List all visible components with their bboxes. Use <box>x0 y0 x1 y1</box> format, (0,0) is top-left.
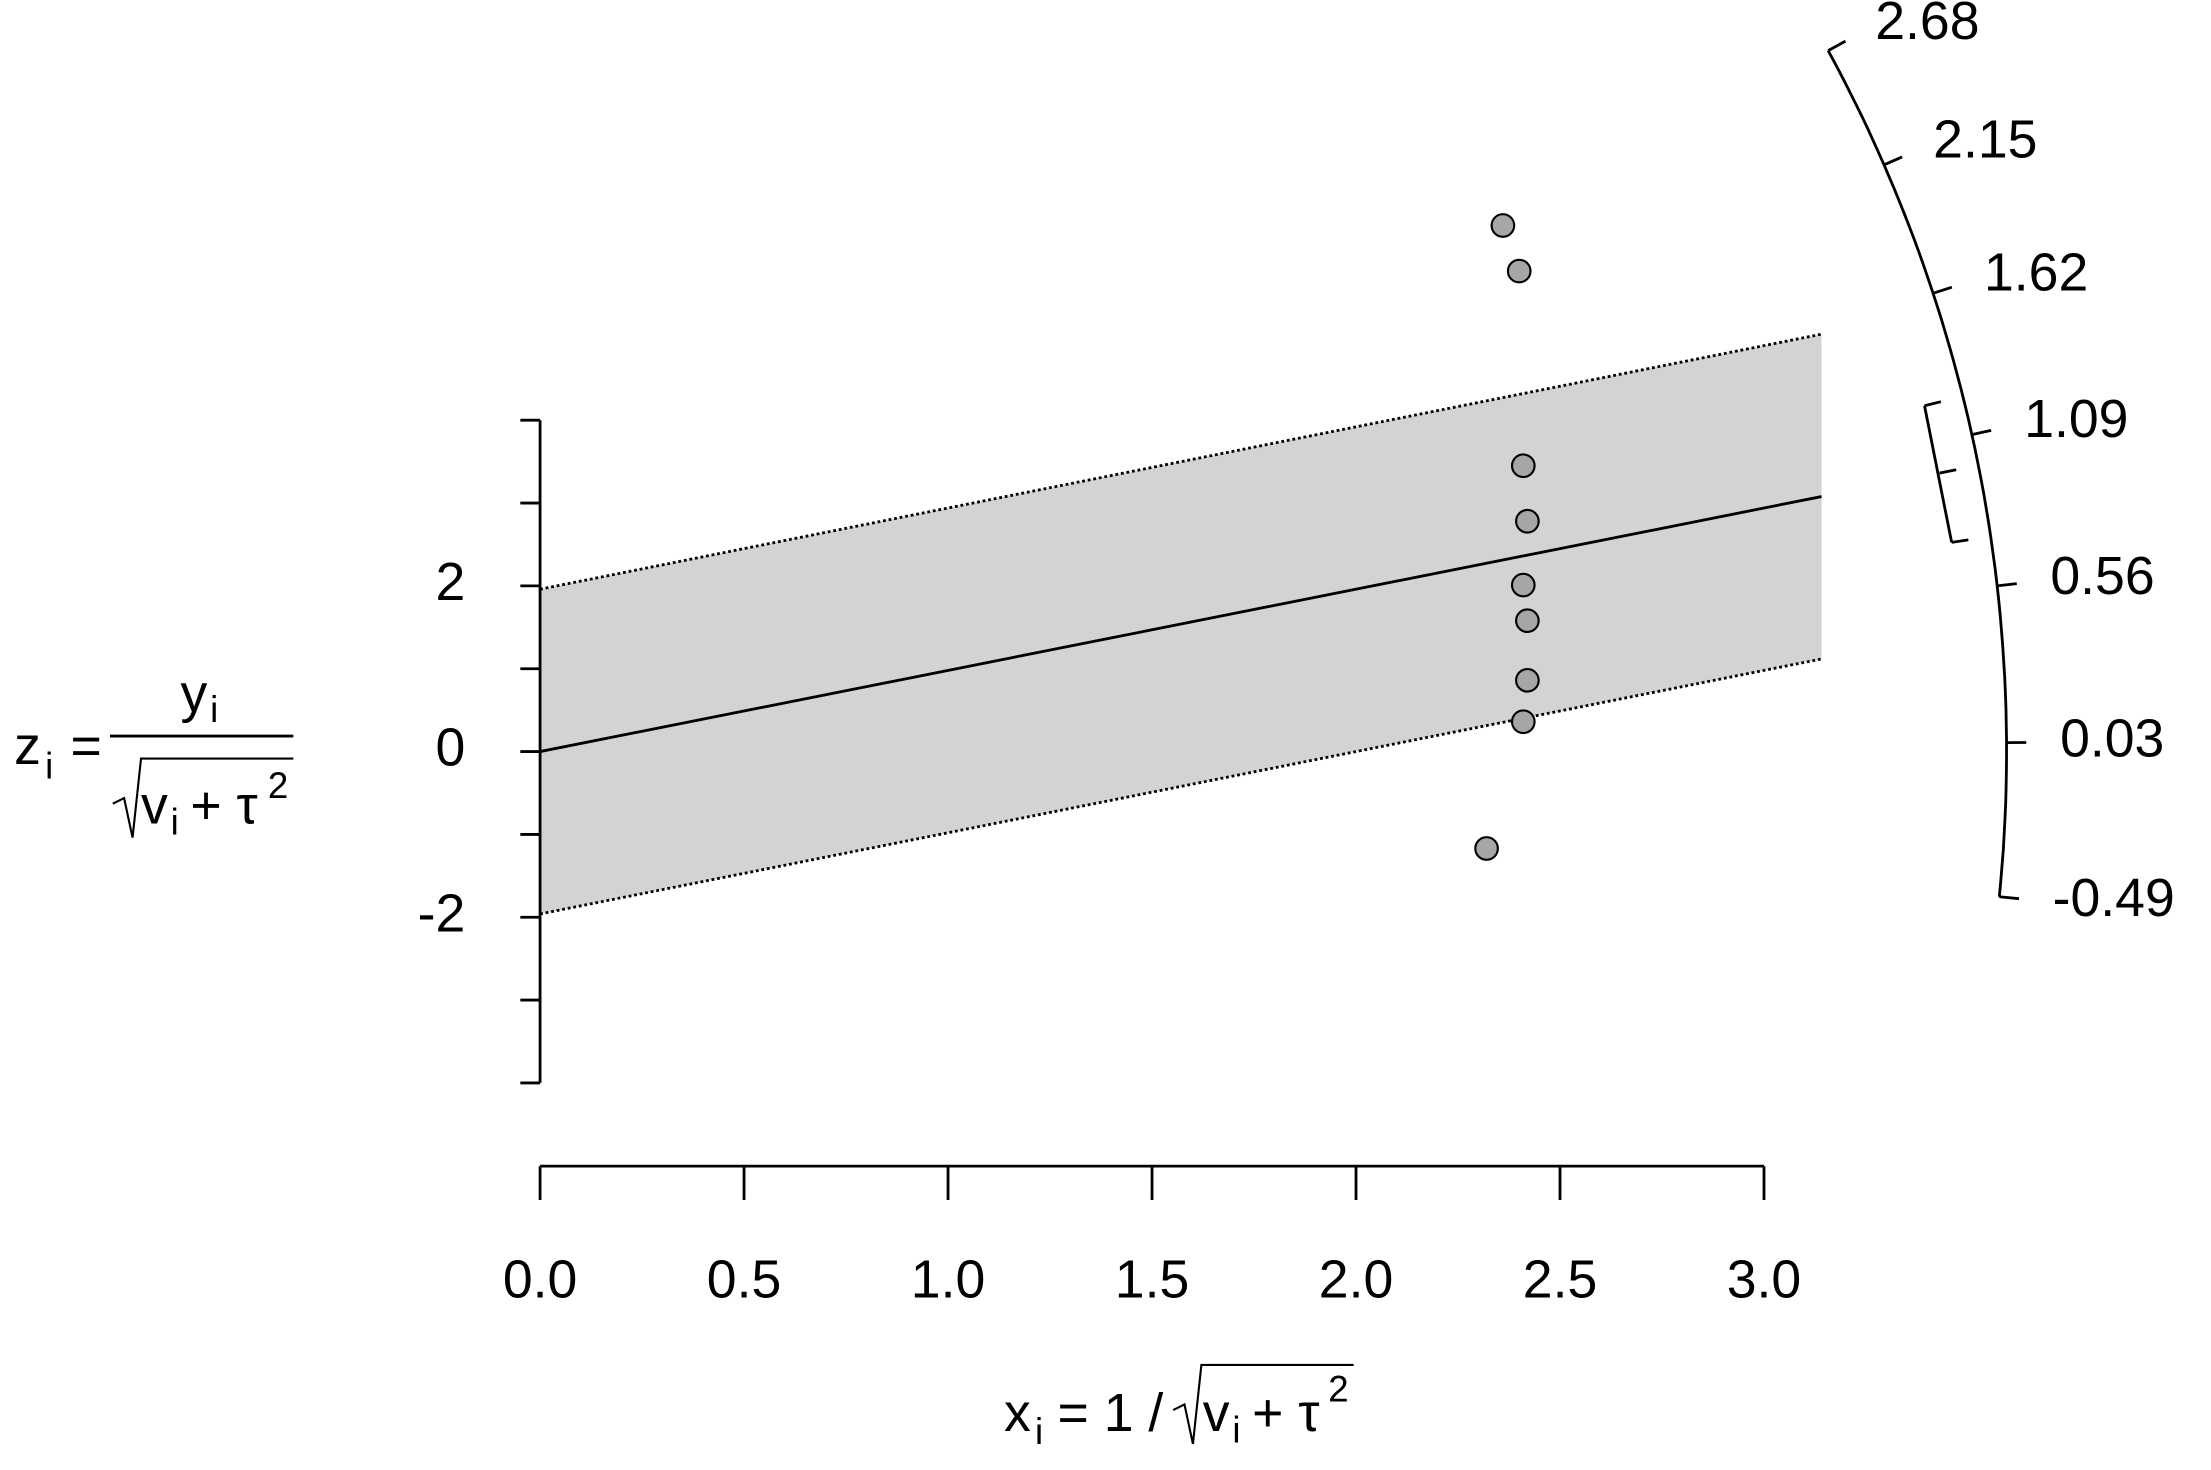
arc-tick-label: 0.03 <box>2060 708 2164 768</box>
point <box>1515 508 1540 534</box>
x-tick-label: 2.5 <box>1523 1249 1597 1309</box>
arc-tick-label: 2.15 <box>1933 110 2037 170</box>
arc-axis <box>1826 49 2008 897</box>
label-part: 2 <box>1328 1369 1348 1410</box>
label-part: x <box>1004 1383 1031 1443</box>
arc-tick-label: 0.56 <box>2050 546 2154 606</box>
band-edge <box>539 332 1822 591</box>
y-axis-label: z i = y i v i + τ 2 <box>14 664 294 843</box>
x-tick-label: 1.5 <box>1115 1249 1189 1309</box>
sqrt-sign <box>112 757 294 838</box>
point <box>1490 213 1516 238</box>
point <box>1474 836 1499 861</box>
arc-tick-label: 1.62 <box>1984 243 2088 303</box>
ci-tick <box>1924 400 1942 408</box>
arc-tick-label: 2.68 <box>1875 0 1979 51</box>
y-tick-label: 2 <box>436 552 466 612</box>
arc-tick-label: -0.49 <box>2053 868 2175 928</box>
label-part: v <box>1203 1383 1230 1443</box>
point <box>1510 453 1536 479</box>
sqrt-sign <box>1172 1363 1354 1445</box>
arc-tick <box>1999 895 2020 901</box>
point <box>1515 608 1540 634</box>
point <box>1515 667 1540 693</box>
label-part: + τ <box>1252 1383 1319 1443</box>
label-part: z <box>14 716 41 776</box>
x-tick-label: 3.0 <box>1727 1249 1801 1309</box>
point <box>1510 572 1536 598</box>
arc-tick <box>1883 155 1903 167</box>
label-part: i <box>210 689 218 730</box>
ci-bar <box>1923 405 1954 543</box>
ci-tick <box>1951 538 1969 544</box>
label-part: y <box>180 664 207 724</box>
x-tick-label: 2.0 <box>1319 1249 1393 1309</box>
point <box>1510 709 1536 735</box>
ci-tick <box>1939 468 1957 475</box>
point <box>1506 258 1532 284</box>
label-part: 2 <box>268 765 288 806</box>
regression-line <box>539 495 1822 753</box>
label-part: = 1 / <box>1058 1383 1164 1443</box>
label-part: i <box>1035 1411 1043 1452</box>
label-part: v <box>141 775 168 835</box>
arc-tick <box>1827 39 1847 52</box>
arc-tick <box>1971 429 1992 437</box>
x-tick-label: 0.5 <box>707 1249 781 1309</box>
label-part: i <box>1232 1410 1240 1451</box>
arc-tick <box>1996 582 2017 588</box>
label-part: = <box>71 716 102 776</box>
label-part: + τ <box>190 775 257 835</box>
label-part: i <box>171 802 179 843</box>
x-tick-label: 1.0 <box>911 1249 985 1309</box>
label-part: i <box>45 745 53 786</box>
x-tick-label: 0.0 <box>503 1249 577 1309</box>
arc-tick <box>1932 285 1953 295</box>
band-edge <box>539 657 1822 916</box>
x-axis-label: x i = 1 / v i + τ 2 <box>1004 1363 1354 1452</box>
y-tick-label: -2 <box>418 883 466 943</box>
y-tick-label: 0 <box>436 718 466 778</box>
arc-tick-label: 1.09 <box>2024 389 2128 449</box>
